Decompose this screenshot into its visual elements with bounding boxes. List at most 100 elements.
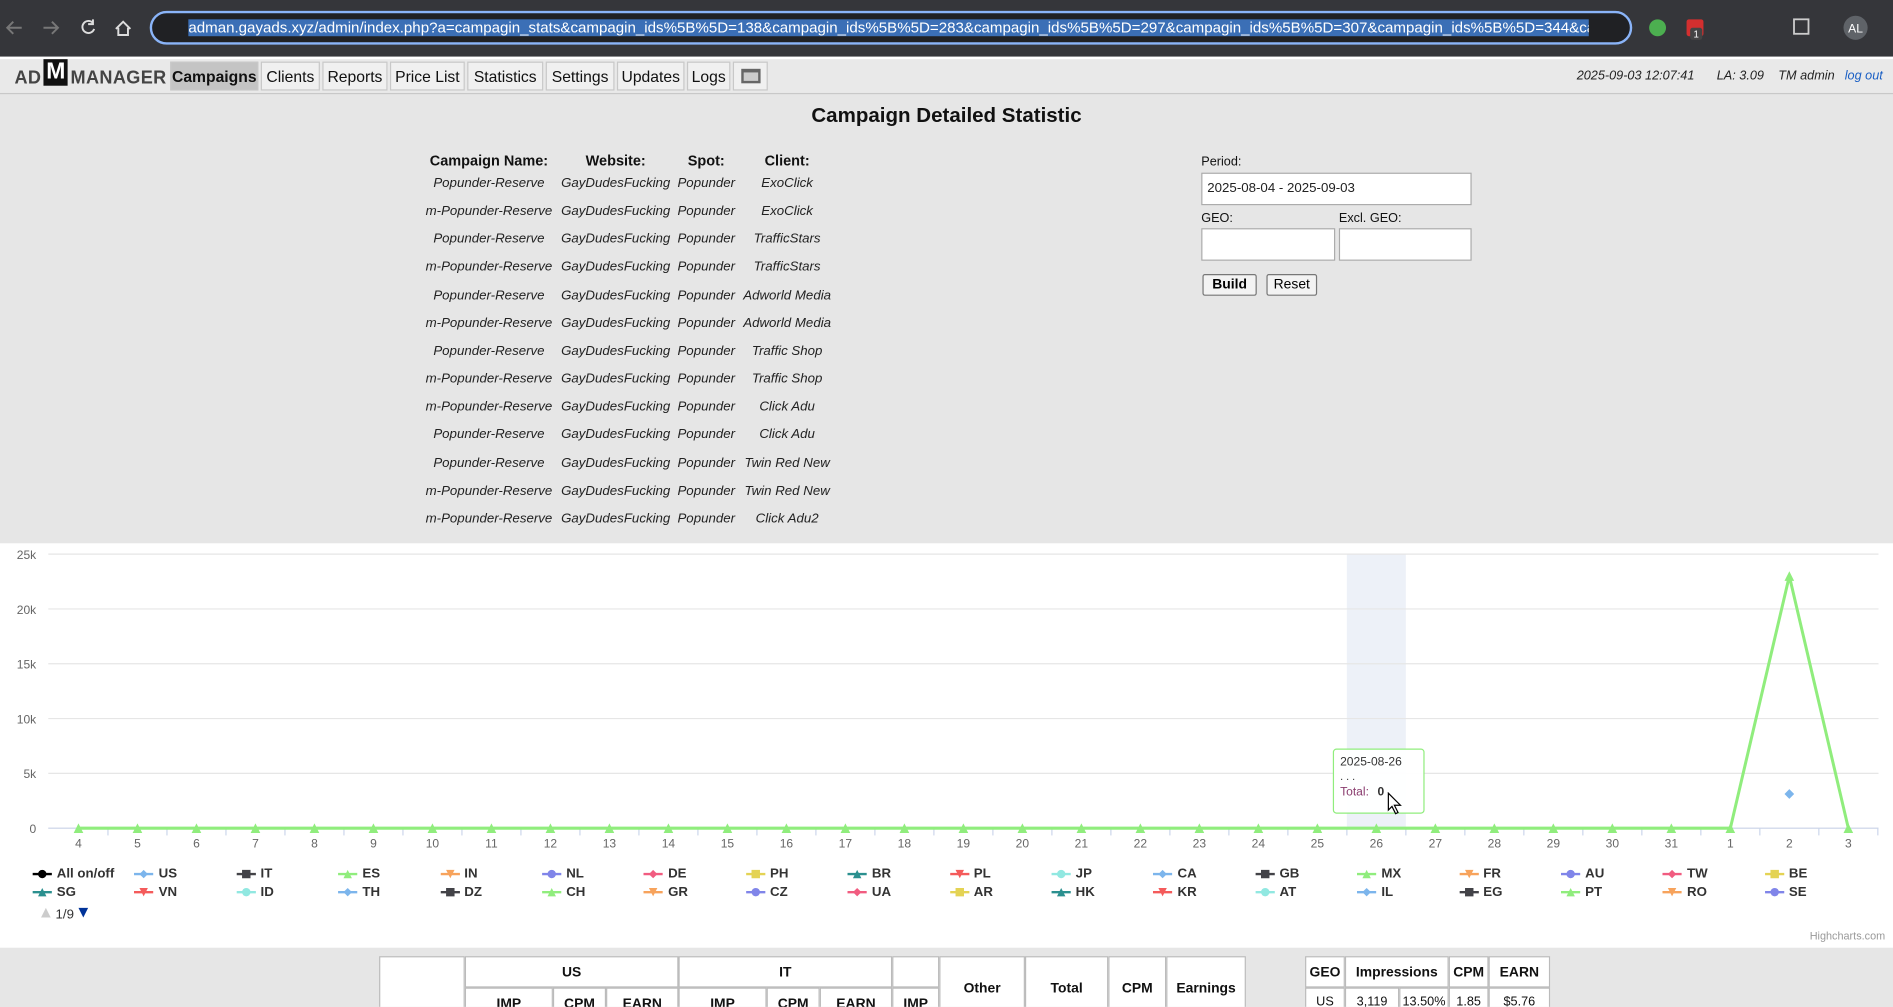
- calendar-button[interactable]: [732, 61, 768, 91]
- legend-item[interactable]: PH: [745, 867, 788, 884]
- legend-item[interactable]: ID: [236, 885, 274, 902]
- pager-up[interactable]: [40, 907, 52, 919]
- legend-label: JP: [1075, 866, 1092, 882]
- marker: [241, 869, 251, 879]
- marker: [1158, 869, 1168, 879]
- x-tick-label: 13: [603, 837, 617, 851]
- group-header: US: [464, 956, 679, 988]
- legend-label: All on/off: [56, 866, 115, 882]
- url-text: adman.gayads.xyz/admin/index.php?a=campa…: [188, 19, 1589, 37]
- menu-item[interactable]: Settings: [545, 61, 615, 91]
- legend-symbol: [542, 888, 562, 897]
- menu-item[interactable]: Statistics: [467, 61, 544, 91]
- legend-item[interactable]: VN: [134, 885, 177, 902]
- legend-item[interactable]: DE: [643, 867, 687, 884]
- legend-item[interactable]: SG: [32, 885, 76, 902]
- menu-item[interactable]: Logs: [686, 61, 731, 91]
- legend-item[interactable]: KR: [1153, 885, 1197, 902]
- legend-item[interactable]: IN: [440, 867, 478, 884]
- legend-item[interactable]: AU: [1561, 867, 1604, 884]
- menu-item[interactable]: Price List: [389, 61, 465, 91]
- reset-button[interactable]: Reset: [1266, 274, 1318, 296]
- marker: [547, 888, 556, 897]
- legend-item[interactable]: MX: [1357, 867, 1401, 884]
- menu-item[interactable]: Clients: [260, 61, 320, 91]
- legend-item[interactable]: EG: [1459, 885, 1502, 902]
- legend-symbol: [1764, 888, 1785, 897]
- credit[interactable]: Highcharts.com: [1809, 929, 1886, 942]
- legend-item[interactable]: ES: [338, 867, 380, 884]
- sub-header: IMP: [678, 987, 767, 1007]
- legend-symbol: [1764, 869, 1785, 879]
- table-cell: Popunder: [677, 343, 736, 359]
- menu-item[interactable]: Updates: [616, 61, 685, 91]
- y-tick-label: 0: [29, 822, 36, 836]
- geo-input[interactable]: [1201, 228, 1336, 261]
- legend-item[interactable]: FR: [1459, 867, 1501, 884]
- forward-button[interactable]: [43, 21, 60, 35]
- extensions-button[interactable]: [1793, 18, 1810, 35]
- x-tick-label: 16: [780, 837, 794, 851]
- legend-label: TW: [1687, 866, 1708, 882]
- legend-item[interactable]: BE: [1764, 867, 1807, 884]
- legend-symbol: [1561, 888, 1581, 897]
- home-button[interactable]: [115, 20, 132, 36]
- legend-item[interactable]: HK: [1051, 885, 1095, 902]
- legend-item[interactable]: TH: [338, 885, 380, 902]
- logo[interactable]: AD M MANAGER: [14, 59, 166, 91]
- legend-label: IT: [260, 866, 273, 882]
- legend-item[interactable]: JP: [1051, 866, 1092, 884]
- legend-item[interactable]: CZ: [745, 885, 788, 902]
- marker: [486, 823, 497, 834]
- ext-icon[interactable]: [1649, 19, 1667, 37]
- logo-text: AD: [14, 67, 42, 89]
- legend-item[interactable]: GB: [1255, 867, 1299, 884]
- x-tick-label: 28: [1488, 837, 1502, 851]
- legend-item[interactable]: DZ: [440, 885, 482, 902]
- legend-symbol: [1662, 869, 1683, 879]
- legend-item[interactable]: AR: [949, 885, 993, 902]
- legend-item[interactable]: IT: [236, 867, 272, 884]
- legend-item[interactable]: PT: [1561, 885, 1602, 902]
- x-tick-label: 22: [1134, 837, 1148, 851]
- legend-item[interactable]: All on/off: [32, 866, 115, 884]
- legend-item[interactable]: CA: [1153, 867, 1197, 884]
- reload-button[interactable]: [81, 19, 96, 34]
- legend-item[interactable]: IL: [1357, 885, 1393, 902]
- arrow: [78, 907, 89, 918]
- address-bar[interactable]: adman.gayads.xyz/admin/index.php?a=campa…: [149, 10, 1633, 45]
- group-header: [892, 956, 940, 988]
- menu-item[interactable]: Reports: [322, 61, 388, 91]
- legend-item[interactable]: TW: [1662, 866, 1708, 884]
- marker: [547, 869, 556, 879]
- y-tick-label: 10k: [17, 712, 37, 726]
- marker: [1770, 869, 1779, 879]
- legend-label: AU: [1585, 866, 1605, 882]
- legend-item[interactable]: SE: [1764, 885, 1807, 902]
- table-cell: Adworld Media: [743, 316, 832, 331]
- period-input[interactable]: 2025-08-04 - 2025-09-03: [1201, 172, 1472, 206]
- menu-item[interactable]: Campaigns: [170, 61, 259, 91]
- legend-item[interactable]: PL: [949, 867, 991, 884]
- marker: [445, 869, 455, 879]
- legend-item[interactable]: UA: [847, 885, 891, 902]
- table-cell: GayDudesFucking: [561, 316, 671, 331]
- legend-item[interactable]: AT: [1255, 885, 1296, 902]
- back-button[interactable]: [5, 21, 22, 35]
- legend-item[interactable]: GR: [643, 885, 688, 902]
- logout-link[interactable]: log out: [1844, 68, 1883, 84]
- marker: [1784, 789, 1795, 799]
- legend-item[interactable]: RO: [1662, 885, 1707, 902]
- legend-item[interactable]: NL: [542, 867, 584, 884]
- avatar[interactable]: [1843, 15, 1868, 40]
- marker: [840, 823, 851, 834]
- pager-down[interactable]: [78, 907, 90, 919]
- legend-label: TH: [362, 884, 381, 900]
- excl-geo-input[interactable]: [1338, 228, 1472, 261]
- legend-item[interactable]: CH: [542, 885, 585, 902]
- legend-item[interactable]: BR: [847, 867, 891, 884]
- tooltip-date: 2025-08-26: [1340, 755, 1402, 770]
- legend-item[interactable]: US: [134, 867, 177, 884]
- build-button[interactable]: Build: [1202, 274, 1257, 296]
